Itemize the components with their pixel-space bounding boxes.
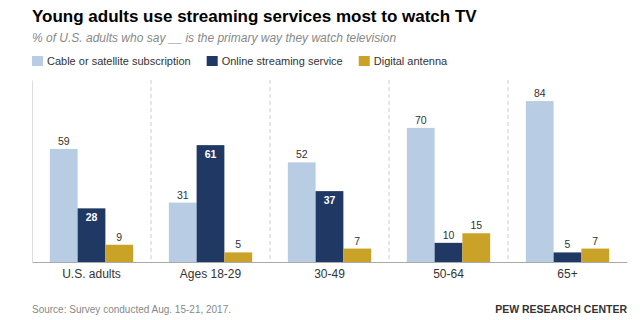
group-separator bbox=[389, 80, 390, 262]
x-axis-line bbox=[33, 262, 628, 263]
x-tick-label: U.S. adults bbox=[62, 267, 121, 281]
legend-swatch bbox=[359, 56, 370, 66]
data-label: 84 bbox=[534, 87, 546, 99]
plot: 5931527084286137105957157U.S. adultsAges… bbox=[33, 80, 628, 281]
y-axis bbox=[32, 81, 33, 263]
data-labels: 5931527084286137105957157 bbox=[58, 87, 598, 250]
legend-item: Cable or satellite subscription bbox=[32, 55, 191, 67]
bar bbox=[407, 128, 435, 262]
title: Young adults use streaming services most… bbox=[32, 7, 477, 26]
bar bbox=[316, 191, 344, 262]
separators bbox=[151, 80, 508, 262]
legend-label: Digital antenna bbox=[374, 55, 448, 67]
bar bbox=[105, 245, 133, 262]
data-label: 70 bbox=[415, 114, 427, 126]
bar bbox=[78, 208, 106, 262]
bar bbox=[224, 252, 252, 262]
bar bbox=[169, 203, 197, 262]
data-label: 9 bbox=[116, 231, 122, 243]
data-label: 37 bbox=[324, 194, 336, 206]
x-tick-label: 65+ bbox=[557, 267, 577, 281]
bar bbox=[581, 249, 609, 262]
legend: Cable or satellite subscription Online st… bbox=[32, 55, 448, 67]
x-tick-label: 50-64 bbox=[433, 267, 464, 281]
chart: Young adults use streaming services most… bbox=[0, 0, 640, 320]
bar bbox=[435, 243, 463, 262]
data-label: 15 bbox=[470, 219, 482, 231]
x-tick-label: Ages 18-29 bbox=[180, 267, 242, 281]
x-tick-label: 30-49 bbox=[314, 267, 345, 281]
x-tick: Ages 18-29 bbox=[180, 267, 242, 281]
x-axis: U.S. adults Ages 18-29 30-49 50-64 65+ bbox=[33, 263, 628, 281]
data-label: 31 bbox=[177, 189, 189, 201]
source: Source: Survey conducted Aug. 15-21, 201… bbox=[32, 304, 231, 315]
data-label: 52 bbox=[296, 148, 308, 160]
group-separator bbox=[270, 80, 271, 262]
data-label: 7 bbox=[354, 235, 360, 247]
data-label: 7 bbox=[592, 235, 598, 247]
x-tick: 65+ bbox=[557, 267, 577, 281]
data-label: 5 bbox=[235, 238, 241, 250]
group-separator bbox=[151, 80, 152, 262]
bar bbox=[462, 233, 490, 262]
x-tick: 30-49 bbox=[314, 267, 345, 281]
group-separator bbox=[508, 80, 509, 262]
legend-swatch bbox=[32, 56, 43, 66]
data-label: 10 bbox=[443, 229, 455, 241]
data-label: 59 bbox=[58, 135, 70, 147]
bar bbox=[288, 162, 316, 262]
x-tick: 50-64 bbox=[433, 267, 464, 281]
annotation: PEW RESEARCH CENTER bbox=[495, 303, 627, 315]
data-label: 61 bbox=[205, 148, 217, 160]
bar bbox=[343, 249, 371, 262]
legend-label: Cable or satellite subscription bbox=[47, 55, 191, 67]
bar bbox=[526, 101, 554, 262]
legend-item: Digital antenna bbox=[359, 55, 448, 67]
y-axis-line bbox=[32, 81, 33, 263]
bars bbox=[50, 101, 609, 262]
bar bbox=[197, 145, 225, 262]
bar bbox=[554, 252, 582, 262]
legend-label: Online streaming service bbox=[222, 55, 343, 67]
legend-swatch bbox=[207, 56, 218, 66]
subtitle: % of U.S. adults who say __ is the prima… bbox=[32, 31, 396, 45]
x-tick: U.S. adults bbox=[62, 267, 121, 281]
data-label: 5 bbox=[565, 238, 571, 250]
bar bbox=[50, 149, 78, 262]
data-label: 28 bbox=[86, 211, 98, 223]
legend-item: Online streaming service bbox=[207, 55, 343, 67]
